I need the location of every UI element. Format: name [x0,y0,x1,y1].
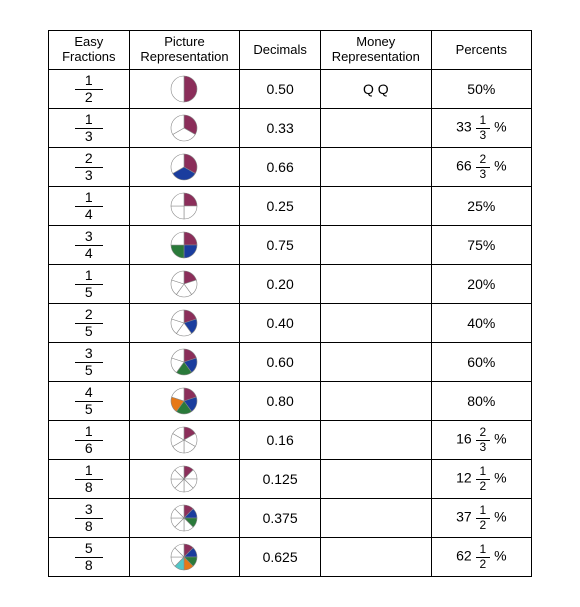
fraction-cell: 45 [49,382,130,421]
percent-cell: 12 12 % [431,460,531,499]
percent-cell: 60% [431,343,531,382]
picture-cell [129,70,240,109]
fraction-cell: 58 [49,538,130,577]
percent-cell: 50% [431,70,531,109]
percent-cell: 66 23 % [431,148,531,187]
fraction-cell: 13 [49,109,130,148]
money-cell [320,499,431,538]
table-row: 15 0.20 20% [49,265,532,304]
fraction-cell: 25 [49,304,130,343]
decimal-cell: 0.25 [240,187,321,226]
fraction-cell: 14 [49,187,130,226]
decimal-cell: 0.33 [240,109,321,148]
money-cell [320,538,431,577]
decimal-cell: 0.60 [240,343,321,382]
table-row: 25 0.40 40% [49,304,532,343]
money-cell: Q Q [320,70,431,109]
picture-cell [129,226,240,265]
col-header-1: PictureRepresentation [129,31,240,70]
money-cell [320,226,431,265]
money-cell [320,421,431,460]
table-row: 23 0.66 66 23 % [49,148,532,187]
table-row: 45 0.80 80% [49,382,532,421]
money-cell [320,343,431,382]
money-cell [320,265,431,304]
decimal-cell: 0.75 [240,226,321,265]
col-header-2: Decimals [240,31,321,70]
table-row: 18 0.125 12 12 % [49,460,532,499]
decimal-cell: 0.40 [240,304,321,343]
pie-icon [170,231,198,259]
pie-icon [170,387,198,415]
decimal-cell: 0.16 [240,421,321,460]
pie-icon [170,309,198,337]
picture-cell [129,460,240,499]
percent-cell: 33 13 % [431,109,531,148]
pie-icon [170,504,198,532]
pie-icon [170,114,198,142]
picture-cell [129,148,240,187]
pie-icon [170,426,198,454]
decimal-cell: 0.20 [240,265,321,304]
percent-cell: 80% [431,382,531,421]
col-header-0: EasyFractions [49,31,130,70]
picture-cell [129,265,240,304]
decimal-cell: 0.80 [240,382,321,421]
money-cell [320,382,431,421]
money-cell [320,148,431,187]
fraction-table: EasyFractionsPictureRepresentationDecima… [48,30,532,577]
decimal-cell: 0.375 [240,499,321,538]
col-header-4: Percents [431,31,531,70]
table-row: 16 0.16 16 23 % [49,421,532,460]
decimal-cell: 0.50 [240,70,321,109]
page-wrap: EasyFractionsPictureRepresentationDecima… [0,0,580,607]
picture-cell [129,187,240,226]
table-row: 13 0.33 33 13 % [49,109,532,148]
fraction-cell: 15 [49,265,130,304]
picture-cell [129,538,240,577]
pie-icon [170,543,198,571]
money-cell [320,187,431,226]
pie-icon [170,153,198,181]
table-row: 38 0.375 37 12 % [49,499,532,538]
fraction-cell: 16 [49,421,130,460]
table-row: 14 0.25 25% [49,187,532,226]
decimal-cell: 0.125 [240,460,321,499]
money-cell [320,304,431,343]
picture-cell [129,382,240,421]
percent-cell: 16 23 % [431,421,531,460]
pie-icon [170,465,198,493]
money-cell [320,109,431,148]
picture-cell [129,304,240,343]
percent-cell: 20% [431,265,531,304]
table-row: 35 0.60 60% [49,343,532,382]
decimal-cell: 0.66 [240,148,321,187]
percent-cell: 25% [431,187,531,226]
fraction-cell: 35 [49,343,130,382]
percent-cell: 37 12 % [431,499,531,538]
fraction-cell: 12 [49,70,130,109]
picture-cell [129,109,240,148]
pie-icon [170,192,198,220]
picture-cell [129,343,240,382]
percent-cell: 75% [431,226,531,265]
percent-cell: 62 12 % [431,538,531,577]
table-row: 12 0.50Q Q50% [49,70,532,109]
fraction-cell: 34 [49,226,130,265]
pie-icon [170,270,198,298]
money-cell [320,460,431,499]
table-row: 58 0.625 62 12 % [49,538,532,577]
picture-cell [129,421,240,460]
percent-cell: 40% [431,304,531,343]
pie-icon [170,75,198,103]
fraction-cell: 38 [49,499,130,538]
picture-cell [129,499,240,538]
fraction-cell: 18 [49,460,130,499]
pie-icon [170,348,198,376]
col-header-3: MoneyRepresentation [320,31,431,70]
table-row: 34 0.75 75% [49,226,532,265]
decimal-cell: 0.625 [240,538,321,577]
fraction-cell: 23 [49,148,130,187]
